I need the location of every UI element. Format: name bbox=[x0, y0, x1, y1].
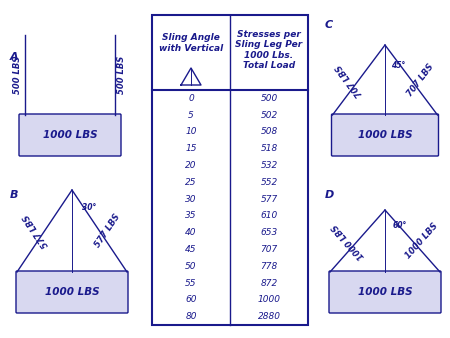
Text: 577: 577 bbox=[261, 195, 278, 203]
Text: 1000 LBS: 1000 LBS bbox=[358, 287, 412, 297]
Text: D: D bbox=[325, 190, 334, 200]
Text: 1000 LBS: 1000 LBS bbox=[45, 287, 99, 297]
FancyBboxPatch shape bbox=[19, 114, 121, 156]
Bar bbox=[152, 15, 308, 325]
Text: 60: 60 bbox=[185, 295, 197, 304]
Text: 55: 55 bbox=[185, 279, 197, 288]
Text: 532: 532 bbox=[261, 161, 278, 170]
Text: 707 LBS: 707 LBS bbox=[335, 62, 365, 98]
Text: 707: 707 bbox=[261, 245, 278, 254]
Text: 610: 610 bbox=[261, 211, 278, 220]
Text: 577 LBS: 577 LBS bbox=[93, 213, 122, 249]
Text: C: C bbox=[325, 20, 333, 30]
Text: 15: 15 bbox=[185, 144, 197, 153]
Text: 80: 80 bbox=[185, 312, 197, 321]
Text: 25: 25 bbox=[185, 178, 197, 187]
Text: 20: 20 bbox=[185, 161, 197, 170]
Text: 500 LBS: 500 LBS bbox=[14, 56, 22, 94]
Text: 35: 35 bbox=[185, 211, 197, 220]
Text: Stresses per
Sling Leg Per
1000 Lbs.
Total Load: Stresses per Sling Leg Per 1000 Lbs. Tot… bbox=[235, 30, 302, 70]
Text: 5: 5 bbox=[188, 111, 194, 120]
Text: 502: 502 bbox=[261, 111, 278, 120]
Text: B: B bbox=[10, 190, 18, 200]
Text: Sling Angle
with Vertical: Sling Angle with Vertical bbox=[159, 33, 223, 53]
Text: 577 LBS: 577 LBS bbox=[22, 213, 51, 249]
Text: 50: 50 bbox=[185, 262, 197, 271]
Text: A: A bbox=[10, 52, 18, 62]
Text: 30: 30 bbox=[185, 195, 197, 203]
FancyBboxPatch shape bbox=[16, 271, 128, 313]
FancyBboxPatch shape bbox=[332, 114, 438, 156]
Text: 778: 778 bbox=[261, 262, 278, 271]
Text: 40: 40 bbox=[185, 228, 197, 237]
Text: 10: 10 bbox=[185, 127, 197, 137]
Text: 1000 LBS: 1000 LBS bbox=[43, 130, 97, 140]
FancyBboxPatch shape bbox=[329, 271, 441, 313]
Text: 30°: 30° bbox=[82, 203, 96, 213]
Text: 653: 653 bbox=[261, 228, 278, 237]
Text: 518: 518 bbox=[261, 144, 278, 153]
Text: 1000 LBS: 1000 LBS bbox=[330, 221, 366, 261]
Text: 0: 0 bbox=[188, 94, 194, 103]
Text: 872: 872 bbox=[261, 279, 278, 288]
Text: 60°: 60° bbox=[393, 220, 407, 230]
Text: 45: 45 bbox=[185, 245, 197, 254]
Text: 552: 552 bbox=[261, 178, 278, 187]
Text: 500: 500 bbox=[261, 94, 278, 103]
Text: 1000: 1000 bbox=[257, 295, 280, 304]
Text: 500 LBS: 500 LBS bbox=[117, 56, 126, 94]
Text: 1000 LBS: 1000 LBS bbox=[358, 130, 412, 140]
Text: 508: 508 bbox=[261, 127, 278, 137]
Text: 707 LBS: 707 LBS bbox=[405, 62, 435, 98]
Text: 1000 LBS: 1000 LBS bbox=[404, 221, 440, 261]
Text: 45°: 45° bbox=[391, 61, 405, 70]
Text: 2880: 2880 bbox=[257, 312, 280, 321]
